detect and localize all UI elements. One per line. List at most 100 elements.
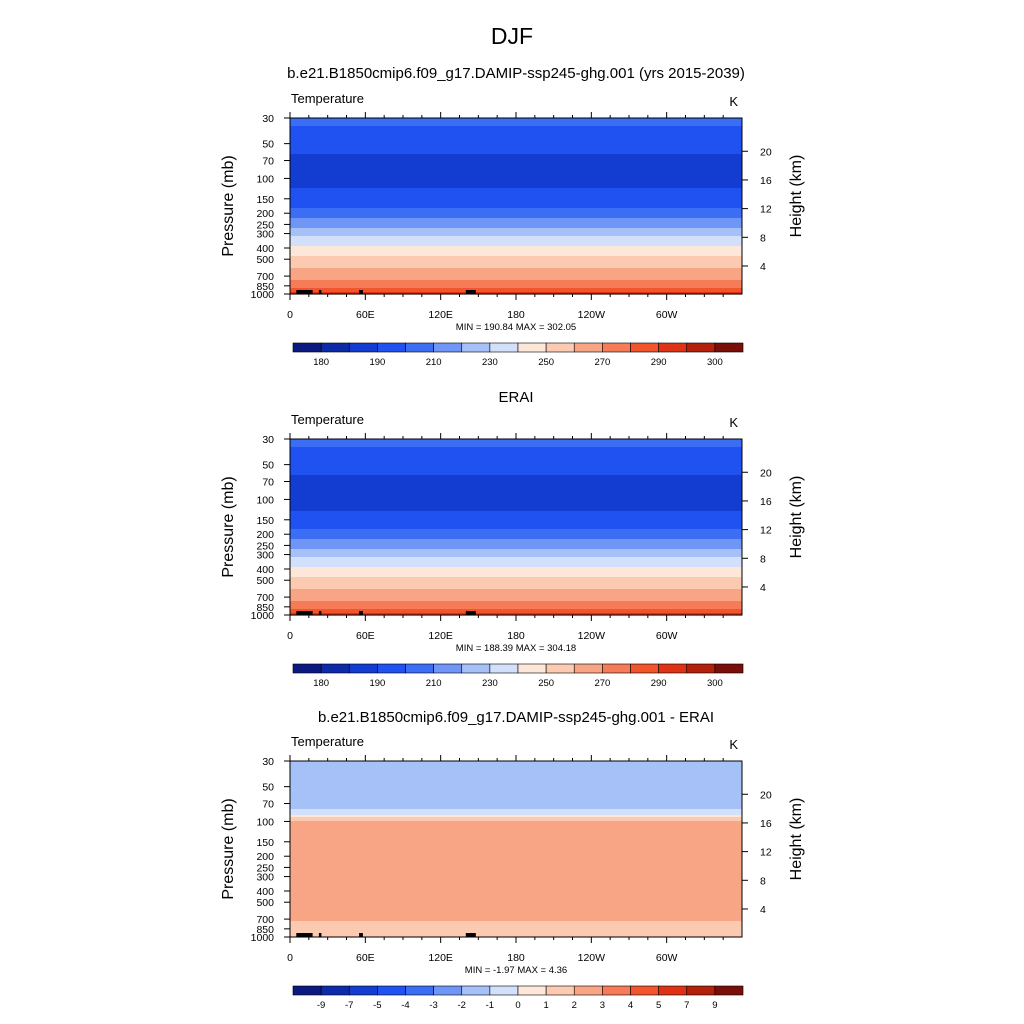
y2-tick-label: 12 <box>760 847 772 859</box>
y-tick-label: 70 <box>262 799 274 811</box>
y-tick-label: 50 <box>262 460 274 472</box>
x-tick-label: 60E <box>356 309 375 321</box>
terrain-mask <box>359 290 363 294</box>
contour-band <box>290 240 742 243</box>
contour-band <box>290 797 742 800</box>
contour-band <box>290 166 742 169</box>
contour-band <box>290 827 742 830</box>
y-tick-label: 150 <box>256 837 274 849</box>
colorbar-swatch <box>545 663 575 674</box>
contour-band <box>290 793 742 796</box>
stats-label: MIN = 188.39 MAX = 304.18 <box>456 643 576 654</box>
contour-band <box>290 555 742 558</box>
colorbar-swatch <box>517 342 547 353</box>
contour-band <box>290 899 742 902</box>
stats-label: MIN = 190.84 MAX = 302.05 <box>456 322 576 333</box>
contour-band <box>290 208 742 211</box>
x-tick-label: 120W <box>578 952 606 964</box>
contour-band <box>290 609 742 612</box>
contour-band <box>290 535 742 538</box>
contour-band <box>290 465 742 468</box>
colorbar-swatch <box>292 663 322 674</box>
contour-band <box>290 807 742 810</box>
contour-band <box>290 883 742 886</box>
contour-band <box>290 529 742 532</box>
contour-band <box>290 182 742 185</box>
variable-label: Temperature <box>291 734 364 749</box>
contour-band <box>290 473 742 476</box>
contour-band <box>290 853 742 856</box>
contour-band <box>290 118 742 121</box>
y-tick-label: 100 <box>256 173 274 185</box>
colorbar-swatch <box>714 985 744 996</box>
contour-band <box>290 246 742 249</box>
contour-band <box>290 158 742 161</box>
contour-band <box>290 471 742 474</box>
unit-label: K <box>729 94 738 109</box>
y-tick-label: 30 <box>262 113 274 125</box>
contour-band <box>290 463 742 466</box>
contour-band <box>290 787 742 790</box>
colorbar-label: 270 <box>594 357 610 368</box>
contour-field <box>290 761 742 938</box>
contour-band <box>290 805 742 808</box>
colorbar-swatch <box>489 663 519 674</box>
contour-band <box>290 282 742 285</box>
contour-band <box>290 761 742 764</box>
contour-band <box>290 198 742 201</box>
contour-band <box>290 218 742 221</box>
contour-band <box>290 781 742 784</box>
contour-band <box>290 449 742 452</box>
colorbar-swatch <box>377 663 406 674</box>
contour-band <box>290 841 742 844</box>
contour-band <box>290 172 742 175</box>
contour-band <box>290 559 742 562</box>
contour-band <box>290 204 742 207</box>
terrain-mask <box>359 611 363 615</box>
contour-band <box>290 122 742 125</box>
contour-band <box>290 499 742 502</box>
colorbar-label: 0 <box>515 1000 520 1011</box>
colorbar-swatch <box>658 985 688 996</box>
colorbar-label: 270 <box>594 678 610 689</box>
contour-band <box>290 212 742 215</box>
contour-band <box>290 523 742 526</box>
colorbar-swatch <box>348 985 378 996</box>
contour-band <box>290 150 742 153</box>
colorbar-label: 5 <box>656 1000 661 1011</box>
contour-band <box>290 234 742 237</box>
terrain-mask <box>465 611 476 615</box>
contour-band <box>290 132 742 135</box>
contour-band <box>290 200 742 203</box>
contour-band <box>290 565 742 568</box>
colorbar-swatch <box>686 985 716 996</box>
contour-band <box>290 767 742 770</box>
colorbar-swatch <box>489 342 519 353</box>
contour-band <box>290 142 742 145</box>
contour-band <box>290 933 742 936</box>
contour-band <box>290 146 742 149</box>
contour-band <box>290 591 742 594</box>
y-tick-label: 1000 <box>251 289 275 301</box>
y-tick-label: 1000 <box>251 610 275 622</box>
colorbar-swatch <box>348 342 378 353</box>
x-tick-label: 120W <box>578 630 606 642</box>
colorbar: -9 -7 -5 -4 -3 -2 -1 0 1 2 3 4 5 7 9 <box>292 985 744 1011</box>
x-tick-label: 0 <box>287 630 293 642</box>
unit-label: K <box>729 737 738 752</box>
y-axis-label: Pressure (mb) <box>220 798 237 899</box>
x-tick-label: 120W <box>578 309 606 321</box>
y-tick-label: 100 <box>256 494 274 506</box>
contour-band <box>290 935 742 938</box>
contour-band <box>290 907 742 910</box>
contour-band <box>290 769 742 772</box>
colorbar-swatch <box>461 342 491 353</box>
panel-title: ERAI <box>498 389 533 406</box>
contour-band <box>290 923 742 926</box>
contour-band <box>290 859 742 862</box>
colorbar-swatch <box>377 985 406 996</box>
contour-band <box>290 140 742 143</box>
contour-band <box>290 467 742 470</box>
contour-band <box>290 901 742 904</box>
y2-tick-label: 4 <box>760 582 766 594</box>
